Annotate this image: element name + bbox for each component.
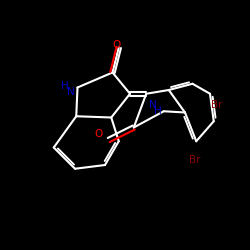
Text: H: H	[154, 106, 162, 116]
Text: O: O	[94, 129, 103, 139]
Text: Br: Br	[210, 100, 222, 110]
Text: N: N	[148, 100, 156, 110]
Text: N: N	[66, 87, 74, 97]
Text: O: O	[112, 40, 120, 50]
Text: H: H	[61, 81, 69, 91]
Text: Br: Br	[189, 155, 201, 165]
